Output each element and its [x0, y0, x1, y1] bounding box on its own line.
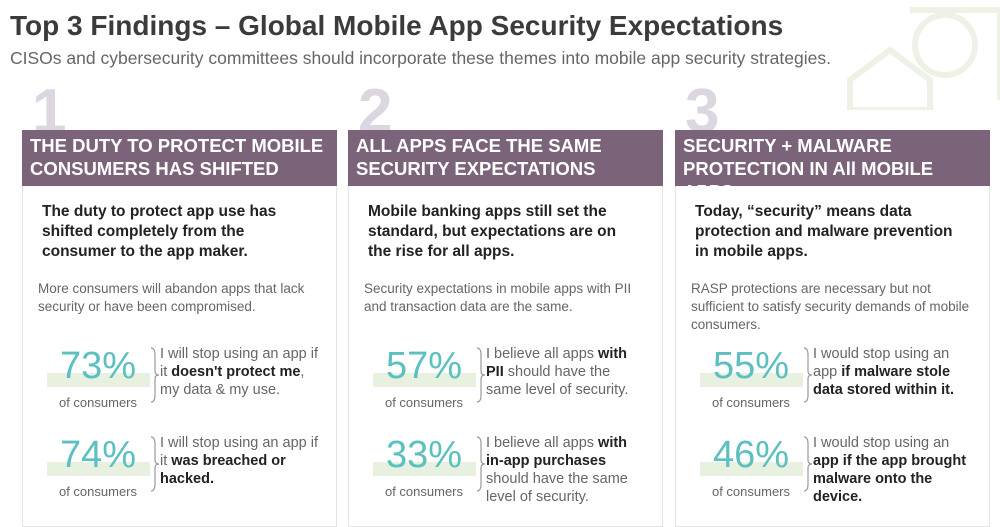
stat-text: I believe all apps with in-app purchases…: [486, 434, 646, 506]
text: should have the same level of security.: [486, 471, 628, 505]
stat: 74% of consumers I will stop using an app …: [22, 434, 337, 514]
column-heading: THE DUTY TO PROTECT MOBILE CONSUMERS HAS…: [22, 130, 337, 186]
stat-label: of consumers: [384, 395, 464, 410]
stat-label: of consumers: [58, 395, 138, 410]
stat-value: 55%: [712, 345, 790, 387]
column: 2 ALL APPS FACE THE SAME SECURITY EXPECTA…: [348, 0, 663, 527]
stat-label: of consumers: [711, 395, 791, 410]
stat-label: of consumers: [58, 484, 138, 499]
stat: 55% of consumers I would stop using an app…: [675, 345, 990, 425]
decoration: [847, 7, 1000, 110]
text: I believe all apps: [486, 435, 599, 451]
column: 1 THE DUTY TO PROTECT MOBILE CONSUMERS HA…: [22, 0, 337, 527]
text: I would stop using an: [813, 435, 950, 451]
stat-value: 33%: [385, 434, 463, 476]
text: I will stop using an app if it: [160, 435, 318, 469]
stat: 46% of consumers I would stop using an app…: [675, 434, 990, 514]
stat-value: 57%: [385, 345, 463, 387]
highlight: [700, 373, 803, 387]
highlight: [47, 373, 150, 387]
text: I would stop using an app: [813, 346, 950, 380]
stat: 73% of consumers I will stop using an app …: [22, 345, 337, 425]
note-text: More consumers will abandon apps that la…: [38, 281, 305, 314]
stat-value: 46%: [712, 434, 790, 476]
stat-value: 73%: [59, 345, 137, 387]
column: 3 SECURITY + MALWARE PROTECTION IN All MO…: [675, 0, 990, 527]
stat-text: I believe all apps with PII should have …: [486, 345, 646, 399]
bold-text: with in-app purchases: [486, 435, 628, 469]
stat-text: I would stop using an app if malware sto…: [813, 345, 973, 399]
note-text: RASP protections are necessary but not s…: [691, 281, 970, 332]
stat: 33% of consumers I believe all apps with i…: [348, 434, 663, 514]
brace: [476, 347, 486, 403]
highlight: [700, 462, 803, 476]
stat-value: 74%: [59, 434, 137, 476]
text: I believe all apps: [486, 346, 599, 362]
bold-text: with PII: [486, 346, 628, 380]
bold-text: if malware stole data stored within it.: [813, 364, 954, 398]
stat-text: I will stop using an app if it doesn't p…: [160, 345, 320, 399]
column-heading: SECURITY + MALWARE PROTECTION IN All MOB…: [675, 130, 990, 202]
stat-label: of consumers: [711, 484, 791, 499]
bold-text: doesn't protect me: [171, 364, 301, 380]
lead-text: Mobile banking apps still set the standa…: [368, 203, 617, 260]
note-text: Security expectations in mobile apps wit…: [364, 281, 632, 314]
text: I will stop using an app if it: [160, 346, 318, 380]
highlight: [373, 373, 476, 387]
title: Top 3 Findings – Global Mobile App Secur…: [10, 10, 784, 41]
brace: [150, 347, 160, 403]
stat: 57% of consumers I believe all apps with P…: [348, 345, 663, 425]
brace: [476, 436, 486, 492]
column-heading: ALL APPS FACE THE SAME SECURITY EXPECTAT…: [348, 130, 663, 186]
subtitle: CISOs and cybersecurity committees shoul…: [10, 48, 831, 68]
bold-text: app if the app brought malware onto the …: [813, 453, 967, 505]
brace: [803, 347, 813, 403]
highlight: [47, 462, 150, 476]
lead-text: The duty to protect app use has shifted …: [42, 203, 277, 260]
highlight: [373, 462, 476, 476]
brace: [150, 436, 160, 492]
bold-text: was breached or hacked.: [160, 453, 286, 487]
stat-text: I will stop using an app if it was breac…: [160, 434, 320, 488]
lead-text: Today, “security” means data protection …: [695, 203, 953, 260]
stat-label: of consumers: [384, 484, 464, 499]
page: Top 3 Findings – Global Mobile App Secur…: [10, 0, 1000, 527]
brace: [803, 436, 813, 492]
text: , my data & my use.: [160, 364, 305, 398]
stat-text: I would stop using an app if the app bro…: [813, 434, 973, 506]
text: should have the same level of security.: [486, 364, 629, 398]
